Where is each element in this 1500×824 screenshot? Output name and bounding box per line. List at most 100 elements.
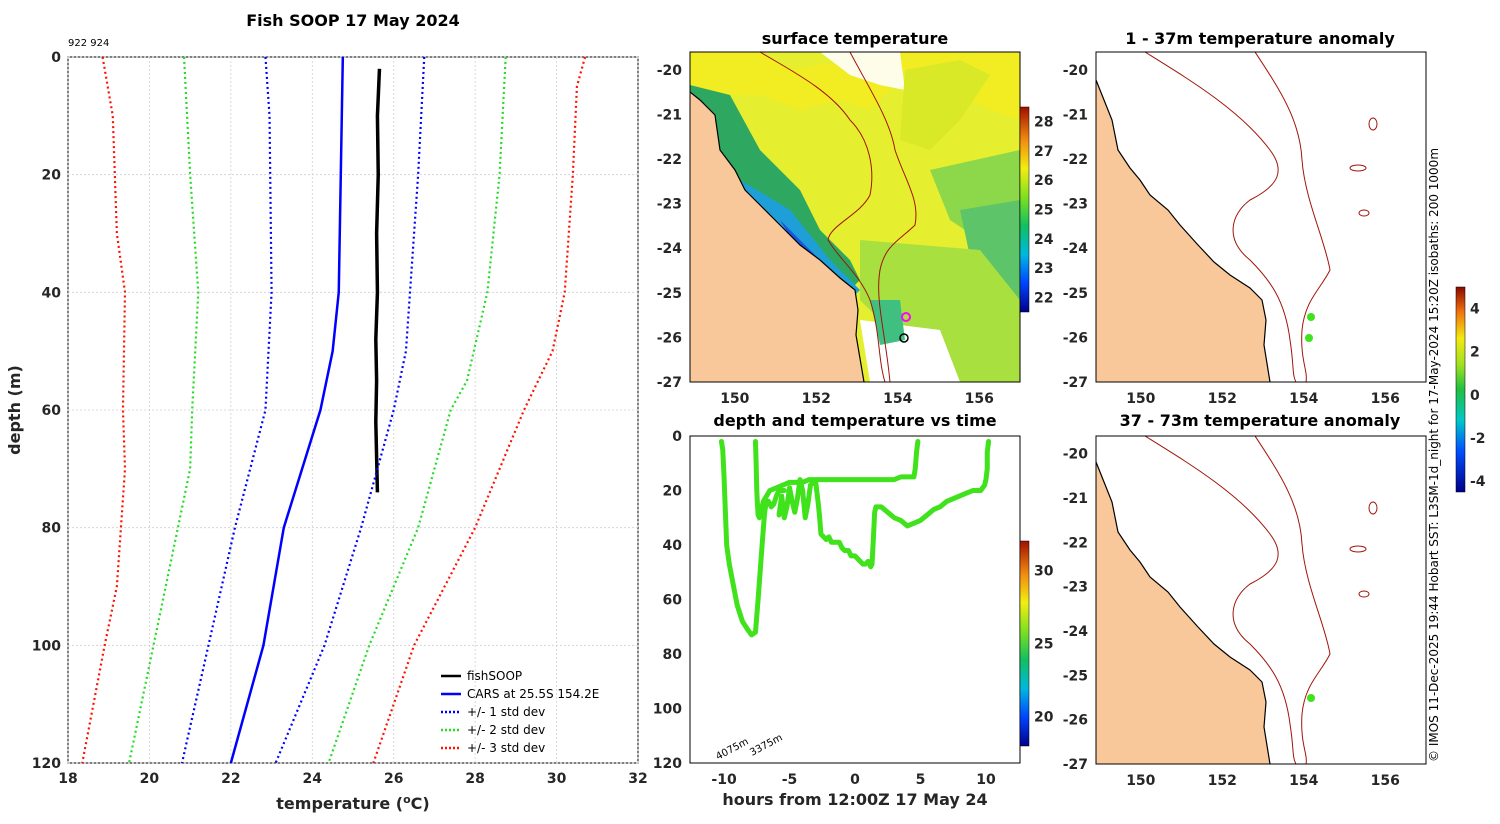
colorbar-tick: -2 <box>1470 431 1486 447</box>
map-ytick: -25 <box>1063 668 1088 684</box>
map-ytick: -25 <box>657 286 682 302</box>
profile-xtick: 24 <box>303 771 323 787</box>
map-ytick: -23 <box>657 197 682 213</box>
anomaly-lower-axes <box>1095 435 1427 765</box>
anomaly-lower-title: 37 - 73m temperature anomaly <box>1120 411 1401 430</box>
profile-line-cars-at-25-5s-154-2e <box>229 56 345 764</box>
timeseries-ytick: 0 <box>672 429 682 445</box>
timeseries-ytick: 40 <box>663 538 683 554</box>
surface-isobath-200 <box>759 52 886 382</box>
profile-xtick: 18 <box>58 771 77 787</box>
map-ytick: -26 <box>1063 713 1088 729</box>
anomaly-lower-land <box>1096 462 1270 764</box>
anomaly-colorbar <box>1455 286 1466 493</box>
profile-xtick: 20 <box>140 771 160 787</box>
map-ytick: -27 <box>657 375 682 391</box>
anomaly-lower-point-1 <box>1307 694 1315 702</box>
profile-ytick: 0 <box>51 50 61 66</box>
legend-label-std1: +/- 1 std dev <box>467 705 545 719</box>
profile-xtick: 30 <box>547 771 567 787</box>
map-xtick: 154 <box>1289 773 1318 789</box>
anomaly-upper-axes <box>1095 51 1427 383</box>
anomaly-lower-panel: 37 - 73m temperature anomaly 150 152 154 15… <box>1063 286 1486 789</box>
surface-coastline <box>690 91 865 382</box>
profile-ytick: 40 <box>42 285 62 301</box>
colorbar-tick: 25 <box>1034 203 1053 219</box>
surface-title: surface temperature <box>762 29 949 48</box>
colorbar-tick: 27 <box>1034 144 1053 160</box>
map-ytick: -24 <box>1063 241 1089 257</box>
sst-cloud-gap-north <box>820 52 905 90</box>
colorbar-tick: 25 <box>1034 637 1053 653</box>
timeseries-line-dive2 <box>752 438 921 521</box>
timeseries-ytick: 80 <box>663 647 683 663</box>
map-ytick: -23 <box>1063 197 1088 213</box>
map-xtick: 150 <box>720 391 749 407</box>
map-ytick: -27 <box>1063 757 1088 773</box>
colorbar-tick: 4 <box>1470 302 1480 318</box>
surface-map-land <box>690 92 864 382</box>
colorbar-tick: 30 <box>1034 563 1054 579</box>
legend-label-std3: +/- 3 std dev <box>467 741 545 755</box>
profile-subtitle: 922 924 <box>68 38 109 49</box>
surface-map-area <box>690 52 1020 382</box>
timeseries-ytick: 20 <box>663 484 683 500</box>
timeseries-title: depth and temperature vs time <box>713 411 996 430</box>
map-ytick: -22 <box>1063 152 1088 168</box>
map-xtick: 152 <box>802 391 831 407</box>
colorbar-tick: 2 <box>1470 345 1480 361</box>
sst-field-south <box>860 240 1020 382</box>
legend-label-fishsoop: fishSOOP <box>467 669 522 683</box>
profile-xtick: 22 <box>221 771 240 787</box>
sst-field-patch <box>900 60 990 150</box>
legend-label-cars: CARS at 25.5S 154.2E <box>467 687 599 701</box>
anomaly-upper-isobath-1000 <box>1254 52 1331 382</box>
colorbar-tick: 28 <box>1034 115 1053 131</box>
profile-ytick: 100 <box>32 638 61 654</box>
timeseries-xtick: 5 <box>916 772 926 788</box>
profile-line-cars-3-std <box>372 56 587 764</box>
map-xtick: 150 <box>1126 773 1155 789</box>
map-xtick: 152 <box>1208 773 1237 789</box>
map-xtick: 156 <box>1371 391 1400 407</box>
map-ytick: -26 <box>1063 330 1088 346</box>
map-xtick: 152 <box>1208 391 1237 407</box>
map-xtick: 156 <box>1371 773 1400 789</box>
timeseries-xtick: 10 <box>976 772 996 788</box>
map-ytick: -24 <box>657 241 683 257</box>
anomaly-lower-coastline <box>1096 461 1271 764</box>
profile-line-cars-3-std <box>81 56 127 764</box>
timeseries-colorbar <box>1019 540 1030 747</box>
timeseries-ytick: 60 <box>663 593 683 609</box>
profile-ytick: 80 <box>42 521 62 537</box>
anomaly-lower-seamount-1 <box>1368 501 1378 515</box>
anomaly-upper-seamount-2 <box>1349 164 1367 172</box>
profile-xtick: 28 <box>465 771 484 787</box>
credit-text: © IMOS 11-Dec-2025 19:44 Hobart SST: L3S… <box>1427 148 1441 762</box>
map-xtick: 156 <box>965 391 994 407</box>
timeseries-axes <box>689 435 1021 764</box>
profile-xtick: 32 <box>628 771 647 787</box>
profile-panel: Fish SOOP 17 May 2024 922 924 18 20 22 24 26… <box>5 11 648 813</box>
colorbar-tick: 20 <box>1034 710 1054 726</box>
anomaly-upper-point-1 <box>1307 313 1315 321</box>
profile-title: Fish SOOP 17 May 2024 <box>246 11 460 30</box>
colorbar-tick: 24 <box>1034 232 1054 248</box>
profile-line-fishsoop <box>374 68 382 493</box>
anomaly-upper-isobath-200 <box>1144 52 1297 382</box>
colorbar-tick: 22 <box>1034 290 1053 306</box>
map-ytick: -24 <box>1063 624 1089 640</box>
map-ytick: -21 <box>1063 107 1088 123</box>
anomaly-upper-land <box>1096 80 1270 382</box>
surface-marker-black <box>899 333 909 343</box>
anomaly-upper-point-2 <box>1305 334 1313 342</box>
map-ytick: -27 <box>1063 375 1088 391</box>
map-ytick: -20 <box>1063 447 1089 463</box>
anomaly-lower-seamount-3 <box>1358 590 1370 598</box>
colorbar-tick: 26 <box>1034 173 1053 189</box>
anomaly-upper-coastline <box>1096 79 1271 382</box>
anomaly-lower-isobath-1000 <box>1254 436 1331 764</box>
surface-isobath-1000 <box>849 52 917 382</box>
